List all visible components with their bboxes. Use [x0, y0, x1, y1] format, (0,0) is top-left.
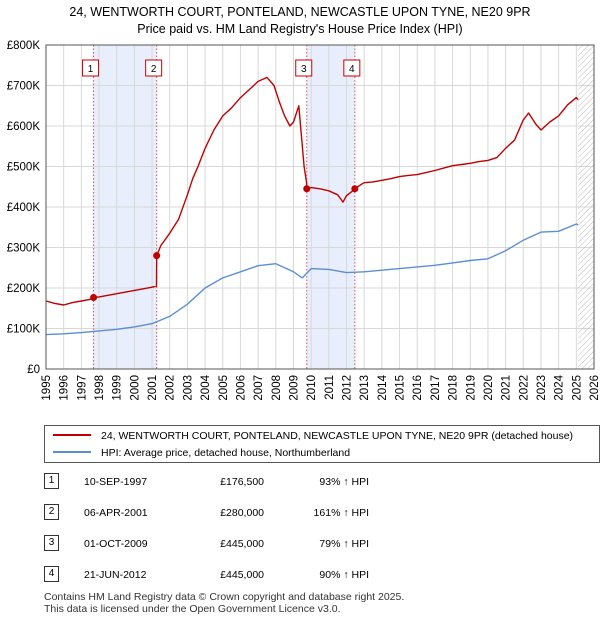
- y-tick-label: £600K: [7, 121, 41, 133]
- transaction-hpi: 90% ↑ HPI: [319, 569, 369, 581]
- y-tick-label: £300K: [7, 243, 41, 255]
- legend-label-hpi: HPI: Average price, detached house, Nort…: [101, 447, 351, 459]
- chart-title: 24, WENTWORTH COURT, PONTELAND, NEWCASTL…: [69, 5, 531, 19]
- legend: 24, WENTWORTH COURT, PONTELAND, NEWCASTL…: [44, 425, 600, 463]
- x-tick-label: 2024: [554, 374, 566, 400]
- transaction-date: 21-JUN-2012: [84, 569, 147, 581]
- sale-marker-label: 2: [151, 64, 157, 75]
- y-tick-label: £500K: [7, 162, 41, 174]
- transaction-hpi: 93% ↑ HPI: [319, 476, 369, 488]
- x-tick-label: 2004: [200, 374, 212, 400]
- x-tick-label: 2018: [448, 375, 460, 401]
- sale-marker-box: [295, 59, 313, 77]
- x-tick-label: 2020: [483, 375, 495, 401]
- x-tick-label: 2016: [412, 375, 424, 401]
- transaction-price: £445,000: [220, 569, 264, 581]
- sale-point: [90, 294, 98, 302]
- transaction-row: 3 01-OCT-2009 £445,000 79% ↑ HPI: [44, 534, 384, 554]
- x-tick-label: 2008: [271, 375, 283, 401]
- x-tick-label: 2006: [235, 375, 247, 401]
- transaction-row: 2 06-APR-2001 £280,000 161% ↑ HPI: [44, 503, 384, 523]
- x-tick-label: 2000: [129, 375, 141, 401]
- x-tick-label: 2001: [147, 375, 159, 401]
- transaction-price: £280,000: [220, 507, 264, 519]
- transaction-row: 1 10-SEP-1997 £176,500 93% ↑ HPI: [44, 472, 384, 492]
- transaction-date: 10-SEP-1997: [84, 476, 148, 488]
- x-tick-label: 1996: [59, 375, 71, 401]
- sale-point: [303, 185, 311, 193]
- x-tick-label: 2003: [182, 375, 194, 401]
- sale-marker-box: [343, 59, 361, 77]
- x-tick-label: 2025: [571, 375, 583, 401]
- legend-item-hpi: HPI: Average price, detached house, Nort…: [53, 445, 350, 461]
- x-tick-label: 1997: [76, 375, 88, 401]
- sale-marker-box: [145, 59, 163, 77]
- sale-marker-box: [82, 59, 100, 77]
- forecast-hatch: [578, 45, 594, 369]
- x-tick-label: 2012: [342, 375, 354, 401]
- x-tick-label: 2026: [589, 375, 600, 401]
- x-tick-label: 2002: [165, 375, 177, 401]
- transaction-number: 2: [44, 504, 59, 520]
- x-tick-label: 2007: [253, 375, 265, 401]
- x-tick-label: 2010: [306, 375, 318, 401]
- x-tick-label: 1999: [112, 375, 124, 401]
- y-tick-label: £800K: [7, 40, 41, 52]
- price-chart: 1 2 3 4 £0 £100K £200K £300K £400K £500K £600K £70…: [7, 40, 600, 401]
- y-tick-label: £700K: [7, 81, 41, 93]
- sale-marker-label: 1: [88, 64, 94, 75]
- legend-label-property: 24, WENTWORTH COURT, PONTELAND, NEWCASTL…: [101, 430, 574, 442]
- x-tick-label: 2013: [359, 375, 371, 401]
- x-tick-label: 2023: [536, 375, 548, 401]
- chart-subtitle: Price paid vs. HM Land Registry's House …: [137, 22, 463, 36]
- plot-frame: [45, 44, 595, 370]
- transaction-number: 4: [44, 566, 59, 582]
- transaction-hpi: 161% ↑ HPI: [313, 507, 369, 519]
- transaction-date: 01-OCT-2009: [84, 538, 148, 550]
- transaction-price: £445,000: [220, 538, 264, 550]
- transaction-hpi: 79% ↑ HPI: [319, 538, 369, 550]
- x-tick-label: 2014: [377, 374, 389, 400]
- sale-marker-label: 3: [301, 64, 307, 75]
- sale-point: [153, 252, 161, 260]
- y-tick-label: £100K: [7, 324, 41, 336]
- y-tick-label: £400K: [7, 202, 41, 214]
- x-tick-label: 2005: [218, 375, 230, 401]
- x-tick-label: 1998: [94, 375, 106, 401]
- footer-licence: This data is licensed under the Open Gov…: [44, 603, 341, 615]
- y-tick-label: £200K: [7, 283, 41, 295]
- sale-point: [351, 185, 359, 193]
- transaction-number: 1: [44, 473, 59, 489]
- legend-item-property: 24, WENTWORTH COURT, PONTELAND, NEWCASTL…: [53, 428, 573, 444]
- legend-swatch-hpi: [53, 451, 91, 454]
- property-price-line: [45, 76, 579, 306]
- x-tick-label: 2021: [501, 375, 513, 401]
- transaction-number: 3: [44, 535, 59, 551]
- x-tick-label: 1995: [41, 375, 53, 401]
- x-tick-label: 2019: [465, 375, 477, 401]
- legend-swatch-property: [53, 434, 91, 437]
- x-tick-label: 2015: [395, 375, 407, 401]
- transaction-date: 06-APR-2001: [84, 507, 148, 519]
- x-tick-label: 2022: [518, 375, 530, 401]
- footer-copyright: Contains HM Land Registry data © Crown c…: [44, 591, 405, 603]
- transaction-price: £176,500: [220, 476, 264, 488]
- x-tick-label: 2017: [430, 375, 442, 401]
- x-tick-label: 2009: [288, 375, 300, 401]
- y-tick-label: £0: [27, 364, 40, 376]
- sale-marker-label: 4: [349, 64, 355, 75]
- hpi-line: [45, 223, 579, 336]
- transaction-row: 4 21-JUN-2012 £445,000 90% ↑ HPI: [44, 565, 384, 585]
- x-tick-label: 2011: [324, 375, 336, 400]
